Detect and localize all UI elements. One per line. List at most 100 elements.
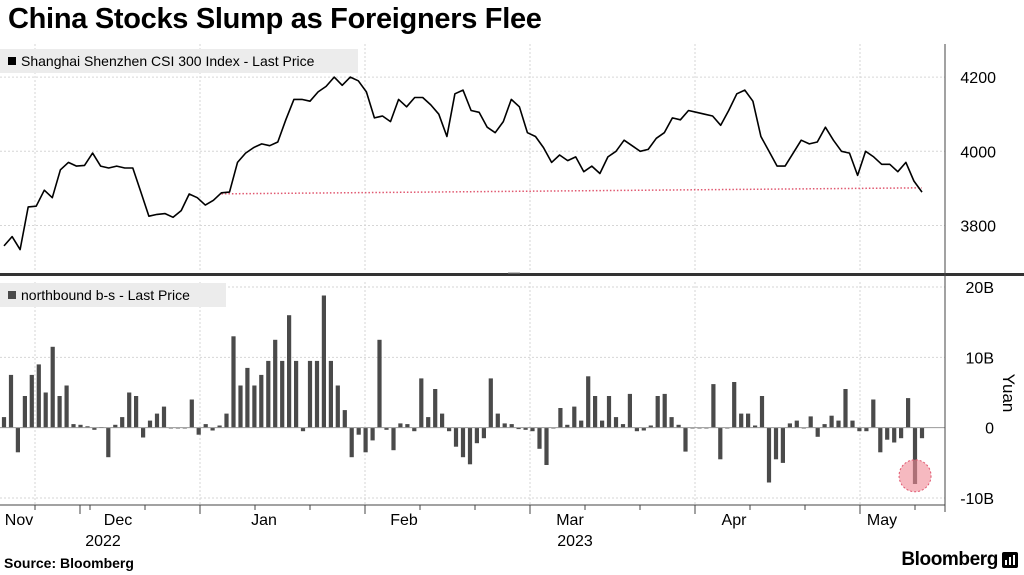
bar xyxy=(920,428,924,439)
bar xyxy=(371,428,375,441)
bar xyxy=(586,376,590,427)
y-tick-label: 4200 xyxy=(960,70,996,87)
y-axis-title: Yuan xyxy=(999,374,1018,413)
y-tick-label: 0 xyxy=(985,421,994,438)
y-tick-label: -10B xyxy=(960,491,994,508)
bar xyxy=(134,396,138,428)
bar xyxy=(266,361,270,428)
bar xyxy=(530,428,534,432)
reference-dotted-line xyxy=(221,188,922,194)
bar xyxy=(864,428,868,432)
bar xyxy=(364,428,368,453)
month-label: May xyxy=(867,512,897,529)
top-y-axis: 4200 4000 3800 xyxy=(960,70,996,235)
bar xyxy=(489,378,493,427)
bar xyxy=(906,398,910,428)
bar xyxy=(350,428,354,458)
bar xyxy=(447,428,451,432)
bar xyxy=(23,396,27,428)
bar xyxy=(475,428,479,444)
bar xyxy=(245,368,249,428)
bar xyxy=(238,386,242,428)
bar xyxy=(148,421,152,428)
bar xyxy=(336,386,340,428)
month-label: Apr xyxy=(722,512,748,529)
bar xyxy=(482,428,486,439)
bar xyxy=(197,428,201,435)
bar xyxy=(593,396,597,428)
bar xyxy=(468,428,472,465)
bar xyxy=(711,384,715,428)
bottom-legend: northbound b-s - Last Price xyxy=(0,283,226,307)
bottom-legend-swatch xyxy=(8,291,16,299)
bar xyxy=(155,414,159,428)
bar xyxy=(621,424,625,428)
highlight-circle xyxy=(899,460,931,492)
csi300-price-line xyxy=(4,77,922,250)
y-tick-label: 10B xyxy=(966,350,994,367)
bar xyxy=(280,361,284,428)
bar xyxy=(106,428,110,458)
bar xyxy=(607,396,611,428)
bloomberg-logo: Bloomberg xyxy=(901,549,998,571)
bar xyxy=(836,421,840,428)
bar xyxy=(141,428,145,438)
bar xyxy=(162,407,166,428)
y-tick-label: 3800 xyxy=(960,218,996,235)
bar xyxy=(58,396,62,428)
bar xyxy=(308,361,312,428)
bar xyxy=(51,347,55,428)
bar xyxy=(273,340,277,428)
month-label: Nov xyxy=(5,512,33,529)
chart: Shanghai Shenzhen CSI 300 Index - Last P… xyxy=(0,0,1024,575)
bar xyxy=(788,423,792,427)
bar xyxy=(426,417,430,428)
bar xyxy=(614,417,618,428)
bar xyxy=(816,428,820,437)
bar xyxy=(204,424,208,428)
bar xyxy=(795,421,799,428)
bar xyxy=(65,386,69,428)
month-label: Jan xyxy=(251,512,277,529)
bar xyxy=(892,428,896,443)
bar xyxy=(899,428,903,439)
bar xyxy=(377,340,381,428)
year-label: 2022 xyxy=(85,533,121,550)
bar xyxy=(663,394,667,428)
bar xyxy=(746,414,750,428)
bar xyxy=(830,416,834,428)
bar xyxy=(231,336,235,427)
bar xyxy=(398,423,402,427)
bar xyxy=(579,421,583,428)
bar xyxy=(322,296,326,428)
bar xyxy=(600,421,604,428)
bar xyxy=(656,396,660,428)
y-tick-label: 4000 xyxy=(960,144,996,161)
bar xyxy=(405,424,409,428)
bar xyxy=(315,361,319,428)
bar xyxy=(71,424,75,428)
bar xyxy=(885,428,889,440)
bar xyxy=(16,428,20,453)
bar xyxy=(871,400,875,428)
bar xyxy=(850,421,854,428)
bar xyxy=(683,428,687,452)
x-axis-labels: Nov Dec Jan Feb Mar Apr May 2022 2023 xyxy=(5,512,897,550)
bar xyxy=(878,428,882,453)
bar xyxy=(809,416,813,427)
northbound-bars xyxy=(2,296,924,485)
bar xyxy=(857,428,861,432)
bar xyxy=(120,417,124,428)
bar xyxy=(496,414,500,428)
bar xyxy=(823,424,827,428)
bottom-y-axis: 20B 10B 0 -10B xyxy=(960,280,994,508)
bar xyxy=(544,428,548,465)
month-label: Mar xyxy=(556,512,584,529)
bar xyxy=(357,428,361,435)
bar xyxy=(781,428,785,463)
bar xyxy=(440,414,444,428)
bar xyxy=(503,423,507,427)
bloomberg-terminal-icon xyxy=(1002,552,1018,568)
bar xyxy=(301,428,305,432)
bar xyxy=(718,428,722,460)
